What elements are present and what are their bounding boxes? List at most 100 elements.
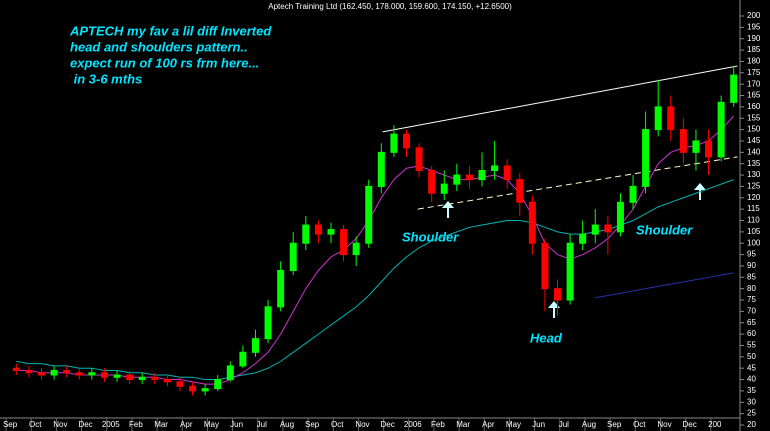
y-tick-label: 65: [747, 318, 756, 327]
y-tick-label: 40: [747, 375, 756, 384]
y-tick-label: 180: [747, 57, 761, 66]
y-tick-label: 115: [747, 204, 760, 213]
y-tick-label: 80: [747, 284, 756, 293]
x-tick-label: Dec: [78, 420, 92, 429]
candle-body: [226, 365, 234, 381]
candle-body: [503, 165, 511, 181]
candle-body: [541, 242, 549, 290]
candle-body: [138, 376, 146, 381]
candle-body: [654, 106, 662, 131]
candle-body: [491, 165, 499, 172]
y-tick-label: 90: [747, 261, 756, 270]
candle-body: [616, 201, 624, 233]
candle-body: [63, 369, 71, 374]
y-tick-label: 200: [747, 11, 761, 20]
x-tick-label: Jul: [257, 420, 267, 429]
annotation: in 3-6 mths: [70, 71, 142, 86]
arrow: [442, 201, 454, 218]
candle-body: [365, 185, 373, 244]
y-tick-label: 20: [747, 420, 756, 429]
y-tick-label: 130: [747, 170, 761, 179]
annotation: Head: [530, 330, 563, 345]
candle-body: [705, 140, 713, 158]
y-tick-label: 60: [747, 329, 756, 338]
x-tick-label: Jun: [230, 420, 243, 429]
candle-body: [478, 170, 486, 181]
y-tick-label: 145: [747, 136, 761, 145]
candle-body: [642, 129, 650, 187]
y-tick-label: 155: [747, 113, 761, 122]
y-tick-label: 30: [747, 397, 756, 406]
y-tick-label: 175: [747, 68, 761, 77]
x-tick-label: Apr: [482, 420, 495, 429]
candle-body: [176, 381, 184, 387]
candle-body: [340, 229, 348, 256]
x-tick-label: 200: [708, 420, 722, 429]
x-tick-label: Apr: [180, 420, 193, 429]
x-tick-label: Mar: [154, 420, 168, 429]
x-tick-label: Dec: [381, 420, 395, 429]
y-tick-label: 160: [747, 102, 761, 111]
y-tick-label: 50: [747, 352, 756, 361]
candle-body: [352, 242, 360, 256]
candle-body: [717, 101, 725, 158]
y-tick-label: 125: [747, 182, 761, 191]
y-tick-label: 140: [747, 147, 761, 156]
y-tick-label: 35: [747, 386, 756, 395]
candle-body: [201, 388, 209, 392]
indicator-line: [595, 272, 734, 299]
x-tick-label: Nov: [355, 420, 369, 429]
x-tick-label: 2005: [102, 420, 120, 429]
candle-body: [100, 372, 108, 378]
indicator-line: [16, 179, 734, 381]
y-tick-label: 170: [747, 79, 761, 88]
annotation: expect run of 100 rs frm here...: [70, 55, 259, 70]
x-tick-label: Feb: [431, 420, 445, 429]
candle-body: [402, 133, 410, 149]
x-tick-label: Aug: [280, 420, 294, 429]
candle-body: [113, 374, 121, 378]
candle-body: [327, 229, 335, 235]
candle-body: [377, 151, 385, 187]
annotation: Shoulder: [636, 222, 693, 237]
candle-body: [465, 174, 473, 181]
candle-body: [692, 140, 700, 153]
candle-body: [667, 106, 675, 131]
y-tick-label: 25: [747, 409, 756, 418]
candle-body: [151, 376, 159, 381]
annotation: Shoulder: [402, 229, 459, 244]
candle-body: [189, 385, 197, 392]
x-tick-label: Sep: [3, 420, 18, 429]
y-tick-label: 195: [747, 22, 761, 31]
y-tick-label: 55: [747, 341, 756, 350]
x-tick-label: Sep: [305, 420, 320, 429]
candle-body: [38, 372, 46, 376]
y-tick-label: 75: [747, 295, 756, 304]
candle-body: [440, 183, 448, 194]
y-tick-label: 135: [747, 159, 761, 168]
y-tick-label: 85: [747, 272, 756, 281]
candle-body: [453, 174, 461, 185]
candle-body: [428, 170, 436, 194]
arrow: [548, 301, 560, 318]
y-tick-label: 100: [747, 238, 761, 247]
candle-body: [75, 372, 83, 376]
candle-body: [50, 369, 58, 376]
annotation: APTECH my fav a lil diff Inverted: [69, 23, 272, 38]
x-tick-label: Dec: [683, 420, 697, 429]
x-tick-label: Oct: [633, 420, 646, 429]
candle-body: [579, 233, 587, 244]
candle-body: [554, 288, 562, 301]
candle-body: [163, 379, 171, 383]
candle-body: [591, 224, 599, 235]
x-tick-label: Jul: [559, 420, 569, 429]
candle-body: [251, 338, 259, 353]
y-tick-label: 95: [747, 250, 756, 259]
x-tick-label: Nov: [53, 420, 67, 429]
x-tick-label: Aug: [582, 420, 596, 429]
indicator-line: [16, 115, 735, 385]
candle-body: [214, 379, 222, 390]
candle-body: [314, 224, 322, 235]
y-tick-label: 150: [747, 125, 761, 134]
candle-body: [302, 224, 310, 244]
